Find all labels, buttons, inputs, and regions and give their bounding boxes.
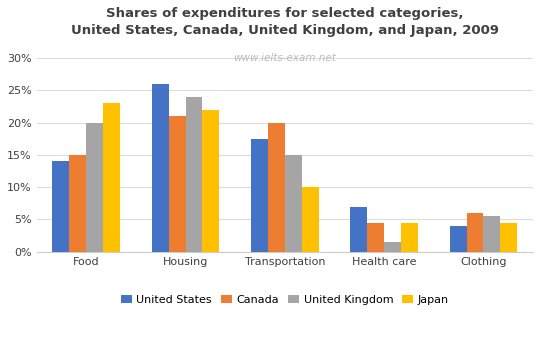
- Bar: [384, 242, 401, 252]
- Bar: [467, 213, 483, 252]
- Bar: [152, 84, 168, 252]
- Bar: [500, 223, 517, 252]
- Bar: [302, 187, 319, 252]
- Bar: [186, 97, 202, 252]
- Bar: [69, 155, 86, 252]
- Bar: [285, 155, 302, 252]
- Bar: [103, 103, 120, 252]
- Bar: [251, 139, 268, 252]
- Bar: [268, 122, 285, 252]
- Bar: [52, 161, 69, 252]
- Bar: [86, 122, 103, 252]
- Bar: [450, 226, 467, 252]
- Bar: [367, 223, 384, 252]
- Bar: [401, 223, 418, 252]
- Bar: [350, 207, 367, 252]
- Legend: United States, Canada, United Kingdom, Japan: United States, Canada, United Kingdom, J…: [117, 291, 453, 309]
- Bar: [202, 110, 219, 252]
- Bar: [168, 116, 186, 252]
- Title: Shares of expenditures for selected categories,
United States, Canada, United Ki: Shares of expenditures for selected cate…: [71, 7, 499, 37]
- Bar: [483, 216, 500, 252]
- Text: www.ielts-exam.net: www.ielts-exam.net: [233, 53, 336, 63]
